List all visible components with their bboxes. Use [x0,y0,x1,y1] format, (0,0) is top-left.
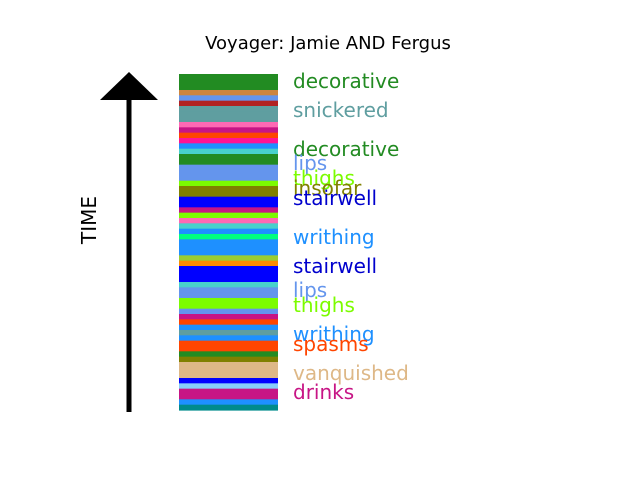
stripe-18 [179,170,278,176]
stripe-16 [179,159,278,166]
stripe-24 [179,202,278,208]
event-label-5: insofar [293,176,362,200]
stripe-0 [179,74,278,80]
stripe-58 [179,383,278,390]
stripe-23 [179,196,278,203]
event-label-6: stairwell [293,186,377,210]
stripe-19 [179,175,278,182]
event-label-8: stairwell [293,254,377,278]
stripe-30 [179,234,278,240]
stripe-2 [179,84,278,91]
stripe-59 [179,388,278,395]
stripe-15 [179,154,278,160]
time-arrow-head-icon [100,72,158,100]
stripe-37 [179,271,278,278]
stripe-39 [179,282,278,288]
stripe-9 [179,122,278,128]
event-label-12: spasms [293,332,369,356]
event-label-3: lips [293,151,327,175]
stripe-46 [179,319,278,326]
stripe-49 [179,335,278,342]
stripe-10 [179,127,278,134]
stripe-25 [179,207,278,214]
stripe-4 [179,95,278,102]
stripe-45 [179,314,278,320]
event-label-13: vanquished [293,361,409,385]
stripe-40 [179,287,278,294]
stripe-26 [179,212,278,219]
stripe-34 [179,255,278,262]
stripe-62 [179,404,278,411]
stripe-57 [179,378,278,384]
stripe-38 [179,276,278,283]
stripe-1 [179,79,278,86]
stripe-61 [179,399,278,406]
stripe-31 [179,239,278,246]
event-label-1: snickered [293,98,389,122]
y-axis-label: TIME [77,196,101,245]
stripe-11 [179,132,278,139]
event-label-9: lips [293,278,327,302]
stripe-12 [179,138,278,144]
stripe-28 [179,223,278,230]
stripe-32 [179,244,278,251]
stripe-43 [179,303,278,310]
label-group: decorativesnickereddecorativelipsthighsi… [293,69,409,404]
stripe-group [179,74,278,411]
stripe-56 [179,372,278,379]
event-label-11: writhing [293,322,375,346]
event-label-7: writhing [293,225,375,249]
stripe-42 [179,298,278,304]
stripe-51 [179,346,278,352]
chart-title: Voyager: Jamie AND Fergus [205,33,451,54]
event-label-10: thighs [293,293,355,317]
stripe-36 [179,266,278,272]
stripe-55 [179,367,278,374]
stripe-54 [179,362,278,368]
event-label-4: thighs [293,166,355,190]
stripe-44 [179,308,278,315]
stripe-53 [179,356,278,363]
event-label-14: drinks [293,380,354,404]
stripe-14 [179,148,278,155]
event-label-0: decorative [293,69,399,93]
stripe-47 [179,324,278,331]
stripe-35 [179,260,278,267]
event-label-2: decorative [293,137,399,161]
stripe-22 [179,191,278,198]
stripe-13 [179,143,278,150]
stripe-6 [179,106,278,112]
stripe-21 [179,186,278,192]
stripe-48 [179,330,278,336]
stripe-52 [179,351,278,358]
stripe-3 [179,90,278,96]
stripe-17 [179,164,278,171]
stripe-50 [179,340,278,347]
stripe-5 [179,100,278,107]
stripe-41 [179,292,278,299]
stripe-7 [179,111,278,118]
stripe-60 [179,394,278,400]
stripe-33 [179,250,278,256]
stripe-20 [179,180,278,187]
stripe-8 [179,116,278,123]
stripe-29 [179,228,278,235]
stripe-27 [179,218,278,224]
